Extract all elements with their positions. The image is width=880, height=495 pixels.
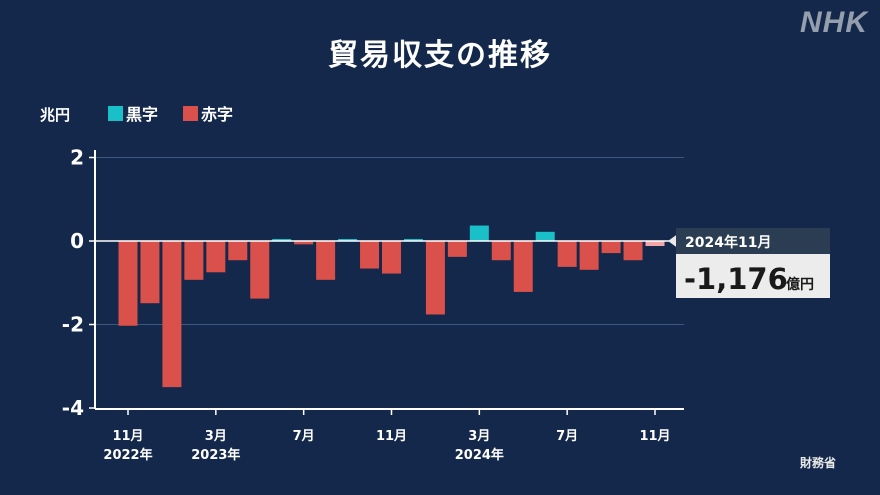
y-unit-label: 兆円 (40, 106, 70, 124)
bar (338, 239, 358, 241)
x-tick-year: 2022年 (103, 447, 152, 463)
bar (118, 241, 138, 326)
bar (316, 241, 336, 280)
bar (403, 239, 423, 241)
bar (140, 241, 160, 304)
chart-title: 貿易収支の推移 (328, 38, 552, 73)
callout-value: -1,176 (684, 262, 788, 296)
bar (447, 241, 467, 257)
x-tick-year: 2023年 (191, 447, 240, 463)
callout-date-box (676, 228, 830, 254)
x-tick-month: 11月 (639, 429, 670, 444)
y-tick-labels: 2 0 -2 -4 (62, 146, 95, 420)
x-tick-month: 3月 (468, 429, 490, 444)
bar (469, 225, 489, 241)
bar (491, 241, 511, 261)
y-tick-label: 0 (70, 229, 84, 253)
bar (425, 241, 445, 315)
gridlines (95, 157, 684, 325)
bar (382, 241, 401, 274)
callout-unit: 億円 (786, 276, 814, 293)
bar (250, 241, 270, 299)
y-tick-label: 2 (70, 146, 84, 170)
bars (118, 225, 665, 388)
bar (162, 241, 182, 388)
bar (272, 239, 292, 241)
bar (579, 241, 599, 270)
bar (294, 241, 314, 245)
bar (601, 241, 621, 254)
callout-date: 2024年11月 (685, 234, 771, 251)
x-tick-month: 3月 (205, 429, 227, 444)
callout-value-box (676, 254, 830, 298)
x-tick-month: 7月 (556, 429, 578, 444)
bar (206, 241, 226, 273)
y-tick-label: -4 (62, 396, 84, 420)
legend-swatch-1 (183, 106, 198, 121)
nhk-logo: NHK (800, 6, 868, 39)
legend-swatch-0 (108, 106, 123, 121)
bar (623, 241, 643, 261)
axes (94, 150, 684, 410)
source-label: 財務省 (799, 456, 836, 470)
x-tick-month: 11月 (376, 429, 407, 444)
bar (513, 241, 533, 292)
bar (184, 241, 204, 280)
x-tick-month: 11月 (112, 429, 143, 444)
legend: 兆円 黒字 赤字 (40, 105, 233, 124)
bar (645, 241, 665, 247)
legend-label-1: 赤字 (201, 105, 233, 124)
x-tick-labels: 11月 2022年 3月 2023年 7月 11月 3月 2024年 7月 11月 (103, 409, 671, 463)
bar (360, 241, 380, 269)
legend-label-0: 黒字 (126, 105, 158, 124)
bar (557, 241, 577, 267)
bar (535, 231, 555, 241)
bar (228, 241, 248, 261)
x-tick-month: 7月 (293, 429, 315, 444)
x-tick-year: 2024年 (455, 447, 504, 463)
y-tick-label: -2 (62, 313, 84, 337)
